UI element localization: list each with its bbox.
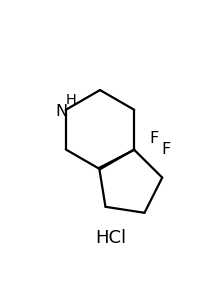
Text: F: F (149, 131, 158, 146)
Text: HCl: HCl (95, 229, 126, 247)
Text: F: F (161, 142, 170, 157)
Text: H: H (65, 93, 76, 107)
Text: N: N (55, 104, 67, 119)
